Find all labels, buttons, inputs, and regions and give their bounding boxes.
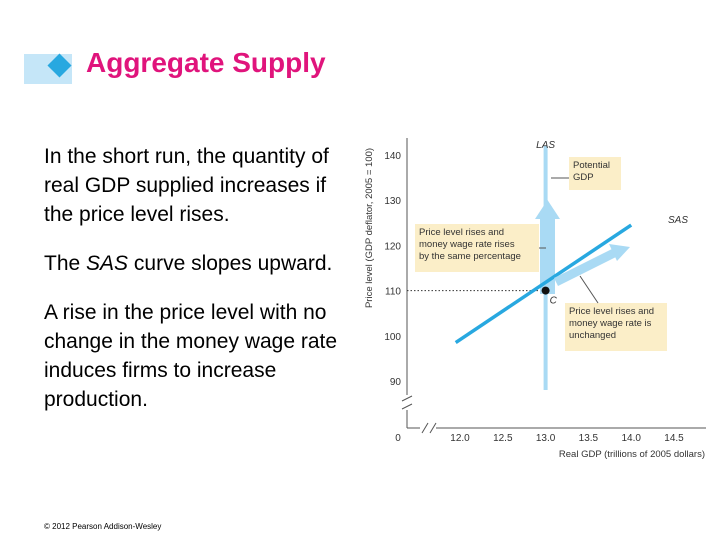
- x-axis-label: Real GDP (trillions of 2005 dollars): [559, 449, 705, 460]
- y-axis-break-mark: [401, 403, 413, 410]
- x-axis-break-mark: [429, 422, 437, 434]
- x-tick-label: 13.5: [579, 433, 599, 444]
- price-only-callout-text: money wage rate is: [569, 318, 652, 329]
- slide-title: Aggregate Supply: [86, 47, 326, 78]
- x-tick-label: 14.0: [621, 433, 641, 444]
- potential-gdp-callout-text: Potential: [573, 160, 610, 171]
- x-tick-label: 12.5: [493, 433, 513, 444]
- x-tick-label: 12.0: [450, 433, 470, 444]
- body-text: In the short run, the quantity of real G…: [44, 142, 344, 434]
- y-tick-label: 120: [384, 241, 401, 252]
- y-tick-label: 130: [384, 196, 401, 207]
- price-and-wage-callout-box: [415, 224, 539, 272]
- point-label: C: [550, 296, 558, 307]
- price-only-callout-text: unchanged: [569, 330, 616, 341]
- vertical-arrow-head: [535, 200, 560, 219]
- diagonal-arrow-head: [609, 244, 630, 261]
- sas-line: [454, 223, 633, 345]
- paragraph-3: A rise in the price level with no change…: [44, 301, 338, 411]
- price-only-callout-text: Price level rises and: [569, 306, 654, 317]
- vertical-arrow-shaft: [540, 218, 555, 294]
- equilibrium-point: [541, 286, 550, 295]
- paragraph-1: In the short run, the quantity of real G…: [44, 145, 329, 226]
- y-axis-label: Price level (GDP deflator, 2005 = 100): [364, 148, 375, 308]
- las-label: LAS: [536, 140, 555, 151]
- x-tick-label: 0: [395, 433, 401, 444]
- sas-label: SAS: [668, 215, 688, 226]
- price-and-wage-callout-text: Price level rises and: [419, 227, 504, 238]
- paragraph-2: The SAS curve slopes upward.: [44, 252, 333, 275]
- potential-gdp-callout-box: [569, 157, 621, 190]
- y-tick-label: 100: [384, 332, 401, 343]
- x-tick-label: 13.0: [536, 433, 556, 444]
- price-and-wage-callout-text: by the same percentage: [419, 251, 521, 262]
- potential-gdp-callout-text: GDP: [573, 172, 594, 183]
- diagonal-arrow-shaft: [553, 248, 617, 287]
- x-axis-break-mark: [421, 422, 429, 434]
- price-only-callout-box: [565, 303, 667, 351]
- copyright-footer: © 2012 Pearson Addison-Wesley: [44, 522, 162, 531]
- y-tick-label: 110: [385, 287, 401, 298]
- x-tick-label: 14.5: [664, 433, 684, 444]
- y-tick-label: 90: [390, 377, 402, 388]
- price-only-leader: [579, 275, 599, 304]
- y-axis-break-mark: [401, 395, 413, 402]
- price-and-wage-callout-text: money wage rate rises: [419, 239, 515, 250]
- y-tick-label: 140: [384, 151, 401, 162]
